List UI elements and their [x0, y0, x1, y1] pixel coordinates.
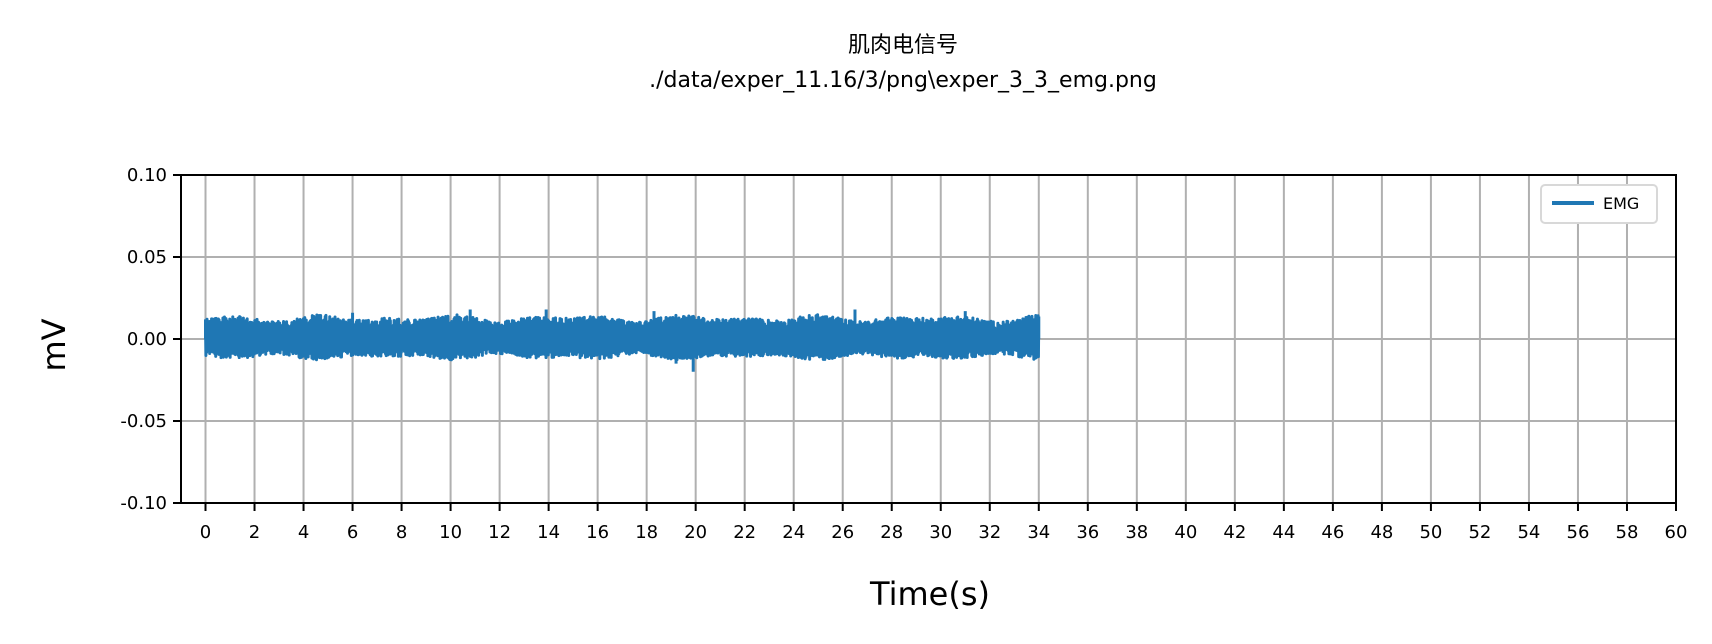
x-tick-label: 48 — [1370, 522, 1393, 543]
y-axis-ticks: -0.10 -0.05 0.00 0.05 0.10 — [120, 165, 181, 514]
chart-subtitle: ./data/exper_11.16/3/png\exper_3_3_emg.p… — [649, 68, 1157, 93]
legend-box — [1540, 184, 1658, 224]
x-axis-label: Time(s) — [869, 575, 990, 613]
x-tick-label: 52 — [1468, 522, 1491, 543]
x-tick-label: 14 — [537, 522, 560, 543]
y-tick-label: 0.10 — [127, 165, 167, 186]
x-axis-ticks: 0 2 4 6 8 10 12 14 16 18 20 22 24 26 28 30 32 34 36 38 40 42 4… — [200, 503, 1688, 543]
x-tick-label: 10 — [439, 522, 462, 543]
x-tick-label: 30 — [929, 522, 952, 543]
x-tick-label: 16 — [586, 522, 609, 543]
x-tick-label: 28 — [880, 522, 903, 543]
x-tick-label: 2 — [249, 522, 260, 543]
x-tick-label: 60 — [1665, 522, 1688, 543]
x-tick-label: 58 — [1616, 522, 1639, 543]
x-tick-label: 36 — [1076, 522, 1099, 543]
y-tick-label: -0.05 — [120, 411, 167, 432]
y-tick-label: 0.00 — [127, 329, 167, 350]
x-tick-label: 4 — [298, 522, 309, 543]
x-tick-label: 56 — [1567, 522, 1590, 543]
y-axis-label: mV — [35, 318, 73, 371]
x-tick-label: 6 — [347, 522, 358, 543]
x-tick-label: 24 — [782, 522, 805, 543]
x-tick-label: 0 — [200, 522, 211, 543]
x-tick-label: 40 — [1174, 522, 1197, 543]
x-tick-label: 46 — [1321, 522, 1344, 543]
x-tick-label: 20 — [684, 522, 707, 543]
y-tick-label: 0.05 — [127, 247, 167, 268]
series-emg — [204, 309, 1041, 372]
x-tick-label: 32 — [978, 522, 1001, 543]
series-line-emg — [204, 309, 1041, 372]
x-tick-label: 12 — [488, 522, 511, 543]
y-tick-label: -0.10 — [120, 493, 167, 514]
x-tick-label: 34 — [1027, 522, 1050, 543]
x-tick-label: 26 — [831, 522, 854, 543]
legend: EMG — [1540, 184, 1658, 224]
x-tick-label: 22 — [733, 522, 756, 543]
x-tick-label: 18 — [635, 522, 658, 543]
legend-label-emg: EMG — [1603, 194, 1639, 213]
chart-title: 肌肉电信号 — [848, 33, 958, 58]
x-tick-label: 44 — [1272, 522, 1295, 543]
x-tick-label: 42 — [1223, 522, 1246, 543]
x-tick-label: 8 — [396, 522, 407, 543]
x-tick-label: 38 — [1125, 522, 1148, 543]
x-tick-label: 50 — [1419, 522, 1442, 543]
x-tick-label: 54 — [1517, 522, 1540, 543]
